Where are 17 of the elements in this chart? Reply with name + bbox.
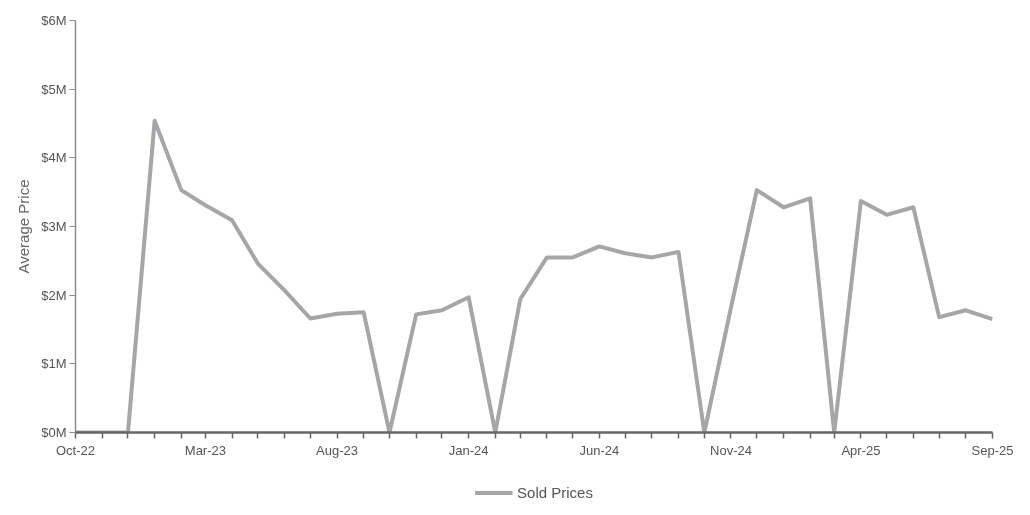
legend-label: Sold Prices	[517, 483, 593, 501]
y-axis-title: Average Price	[15, 179, 33, 274]
x-tick-label: Nov-24	[710, 442, 752, 458]
y-tick-label: $3M	[41, 219, 67, 234]
y-tick-label: $5M	[41, 81, 67, 97]
x-tick-label: Apr-25	[841, 442, 881, 458]
y-tick-label: $1M	[41, 356, 67, 372]
x-tick-label: Oct-22	[55, 442, 96, 458]
x-tick-label: Mar-23	[184, 442, 226, 458]
x-tick-label: Jun-24	[579, 442, 620, 458]
y-tick-label: $2M	[41, 287, 67, 303]
x-tick-label: Sep-25	[971, 442, 1014, 458]
y-tick-label: $4M	[41, 150, 67, 166]
x-tick-label: Aug-23	[316, 442, 358, 458]
y-tick-label: $0M	[41, 425, 67, 440]
x-tick-label: Jan-24	[448, 442, 489, 458]
y-tick-label: $6M	[41, 13, 67, 28]
